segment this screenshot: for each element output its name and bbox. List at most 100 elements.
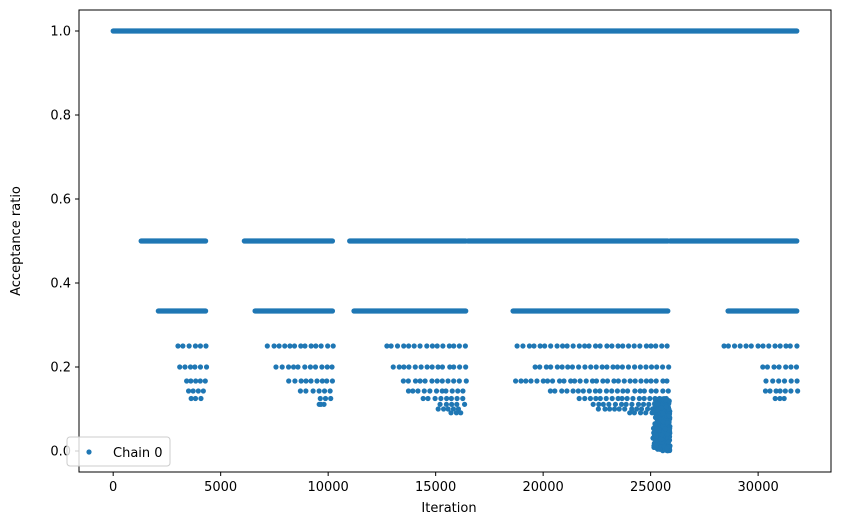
data-point bbox=[307, 364, 314, 370]
data-point bbox=[290, 364, 297, 370]
data-point bbox=[186, 343, 192, 349]
data-point bbox=[455, 406, 461, 412]
data-point bbox=[764, 364, 771, 370]
data-point bbox=[177, 364, 183, 370]
data-point bbox=[653, 343, 659, 349]
data-point bbox=[302, 364, 308, 370]
data-point bbox=[615, 343, 621, 349]
data-point bbox=[599, 364, 605, 370]
y-tick-label: 0.6 bbox=[50, 193, 71, 208]
data-point bbox=[643, 378, 649, 384]
data-point bbox=[777, 395, 783, 402]
data-point bbox=[794, 378, 800, 384]
data-point bbox=[640, 401, 647, 407]
data-point bbox=[460, 388, 466, 394]
data-point bbox=[456, 343, 462, 349]
data-point bbox=[318, 343, 324, 349]
data-point bbox=[588, 364, 594, 370]
data-point bbox=[592, 343, 599, 349]
data-point bbox=[432, 395, 438, 402]
data-point bbox=[319, 378, 325, 384]
data-point bbox=[396, 364, 402, 370]
data-point bbox=[457, 364, 463, 370]
data-point bbox=[650, 409, 656, 415]
y-tick-label: 0.0 bbox=[50, 445, 71, 460]
data-point bbox=[443, 388, 449, 394]
data-point bbox=[390, 364, 396, 370]
data-point bbox=[576, 395, 582, 402]
data-point bbox=[198, 395, 204, 402]
data-point bbox=[568, 378, 574, 384]
data-point bbox=[460, 395, 466, 402]
data-point bbox=[755, 343, 761, 349]
data-point bbox=[620, 388, 626, 394]
data-point bbox=[456, 378, 462, 384]
data-point bbox=[444, 395, 450, 402]
data-point bbox=[197, 378, 203, 384]
data-point bbox=[648, 343, 654, 349]
data-point bbox=[439, 378, 445, 384]
data-point bbox=[664, 419, 671, 426]
data-point bbox=[615, 395, 621, 402]
data-point bbox=[435, 364, 441, 370]
x-tick-label: 20000 bbox=[522, 480, 563, 495]
data-point bbox=[657, 446, 663, 452]
data-point bbox=[203, 364, 210, 370]
data-point bbox=[721, 343, 727, 349]
y-tick-label: 1.0 bbox=[50, 25, 71, 40]
data-point bbox=[421, 388, 427, 394]
data-point bbox=[433, 388, 440, 394]
data-point bbox=[612, 401, 619, 407]
data-point bbox=[445, 406, 451, 412]
data-point bbox=[762, 388, 769, 394]
data-point bbox=[401, 343, 407, 349]
data-point bbox=[424, 364, 430, 370]
data-point bbox=[593, 364, 599, 370]
data-point bbox=[429, 378, 435, 384]
data-point bbox=[590, 401, 596, 407]
data-point bbox=[781, 395, 787, 402]
data-point bbox=[443, 401, 450, 407]
data-point bbox=[559, 343, 566, 349]
data-point bbox=[651, 430, 657, 436]
x-axis-label: Iteration bbox=[421, 501, 476, 516]
data-point bbox=[559, 388, 565, 394]
data-point bbox=[420, 395, 426, 402]
data-point bbox=[192, 364, 198, 370]
data-point bbox=[554, 364, 560, 370]
data-point bbox=[616, 406, 622, 412]
data-point bbox=[406, 343, 412, 349]
data-point bbox=[593, 378, 600, 384]
x-tick-label: 25000 bbox=[630, 480, 671, 495]
y-tick-label: 0.4 bbox=[50, 277, 71, 292]
data-point bbox=[576, 364, 582, 370]
data-point bbox=[622, 406, 628, 412]
data-point bbox=[632, 388, 638, 394]
data-point bbox=[767, 388, 773, 394]
data-point bbox=[330, 343, 336, 349]
data-point bbox=[627, 378, 633, 384]
data-point bbox=[411, 343, 417, 349]
data-point bbox=[424, 343, 430, 349]
data-point bbox=[614, 364, 621, 370]
data-point bbox=[286, 378, 292, 384]
data-point bbox=[308, 378, 314, 384]
data-point bbox=[285, 364, 292, 370]
data-point bbox=[776, 378, 782, 384]
data-point bbox=[665, 388, 671, 394]
data-point bbox=[520, 343, 526, 349]
data-point bbox=[604, 364, 610, 370]
data-point bbox=[619, 364, 626, 370]
data-point bbox=[312, 364, 319, 370]
data-point bbox=[665, 439, 672, 445]
data-point bbox=[597, 395, 603, 402]
data-point bbox=[292, 378, 298, 384]
data-point bbox=[620, 343, 626, 349]
data-point bbox=[583, 378, 589, 384]
data-point bbox=[615, 378, 621, 384]
data-point bbox=[577, 378, 583, 384]
data-point bbox=[648, 378, 654, 384]
data-point bbox=[445, 378, 451, 384]
data-point bbox=[660, 410, 666, 416]
data-point bbox=[631, 364, 638, 370]
